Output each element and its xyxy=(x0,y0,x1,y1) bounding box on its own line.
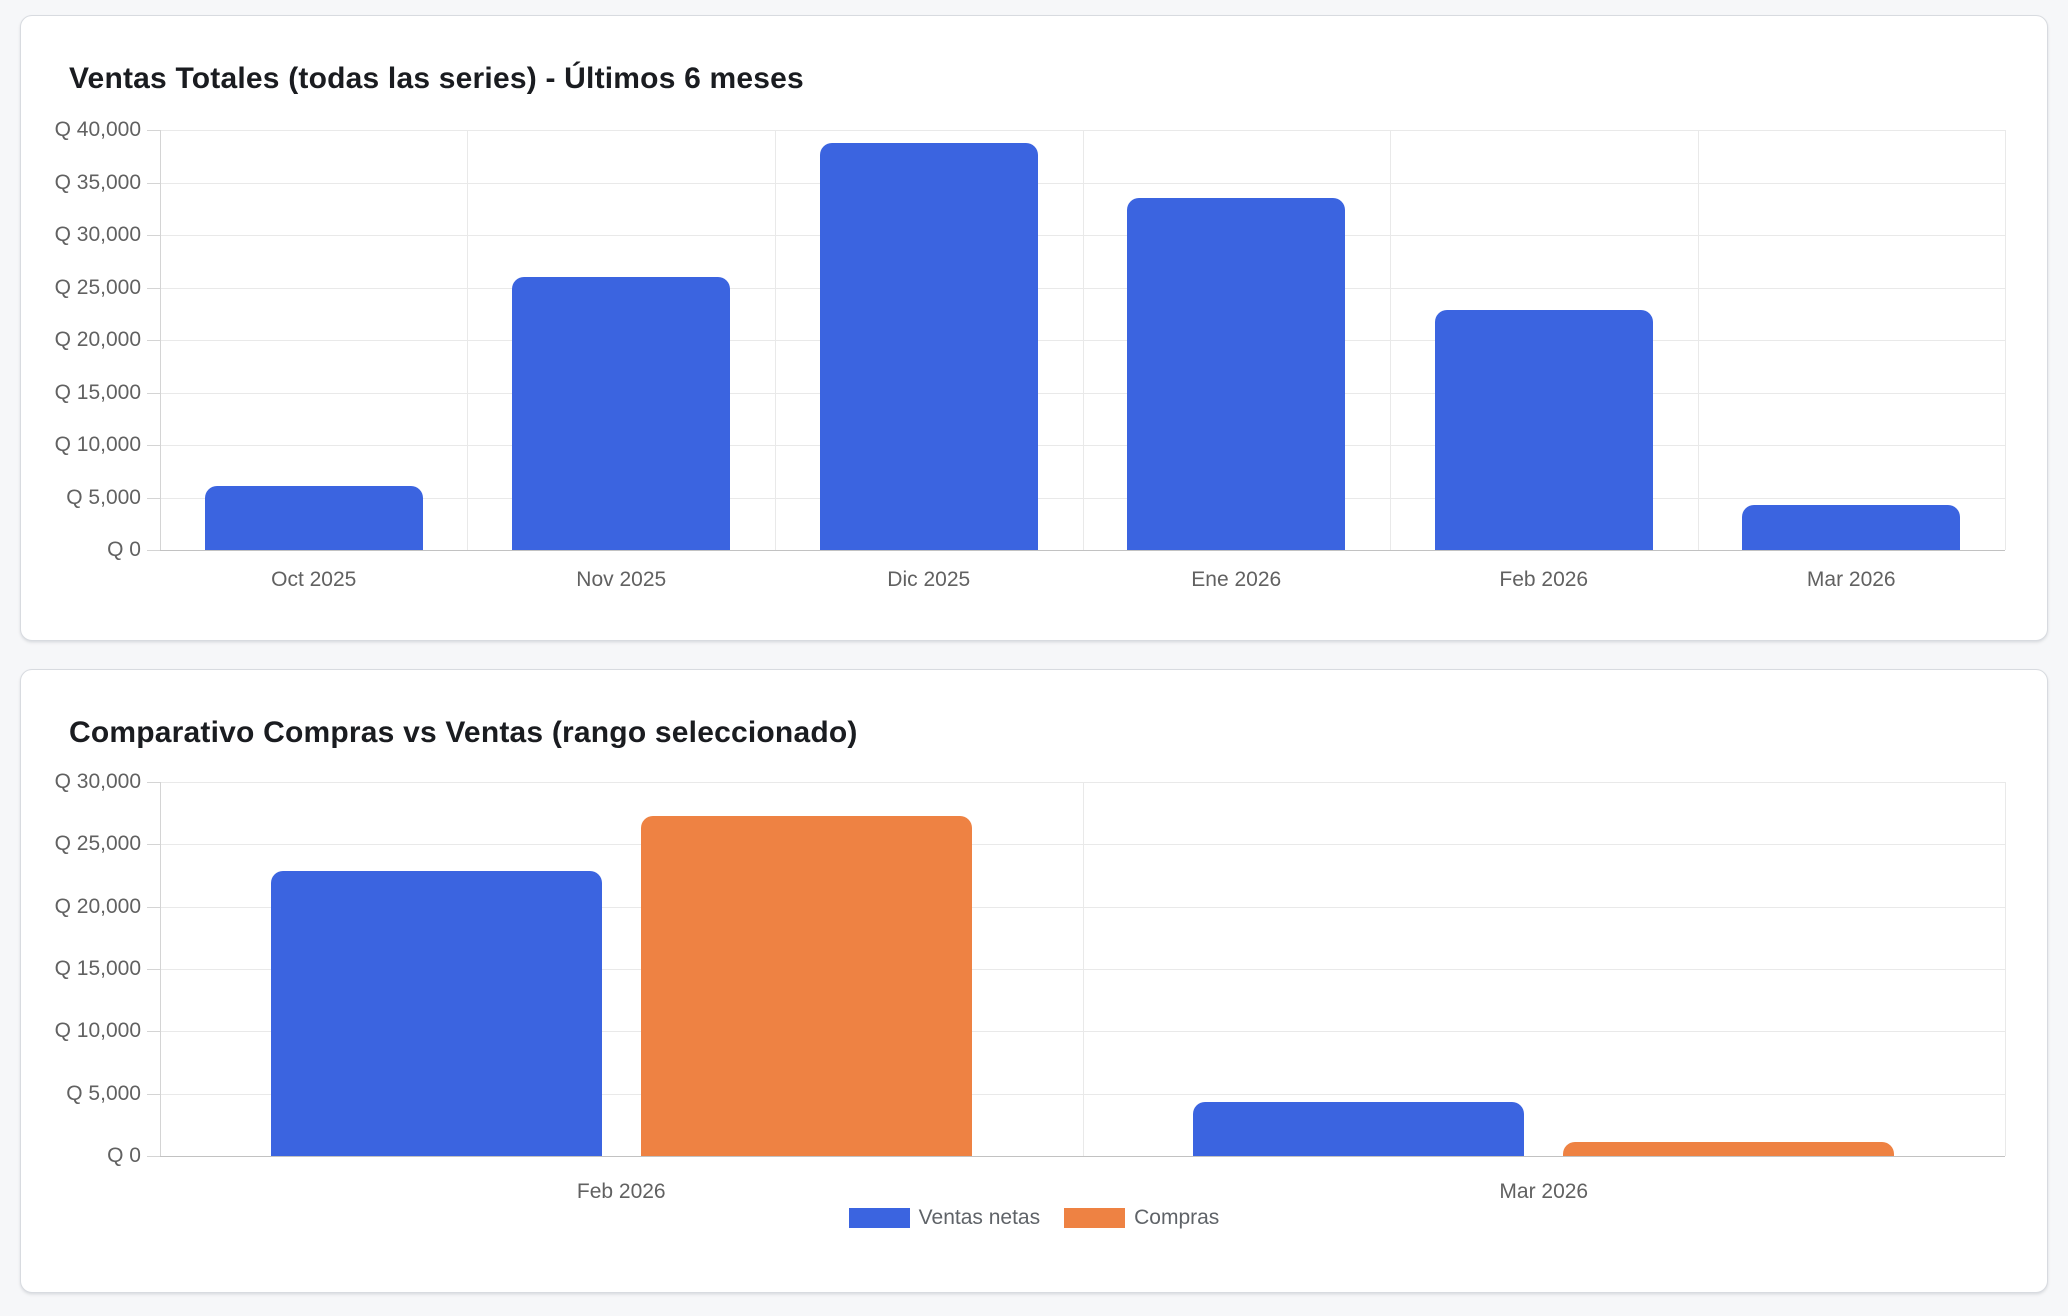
vertical-gridline xyxy=(467,130,469,550)
y-tick-label: Q 15,000 xyxy=(54,957,141,980)
y-tick-label: Q 20,000 xyxy=(54,328,141,351)
y-axis-tickmark xyxy=(147,235,160,236)
y-axis-tickmark xyxy=(147,1093,160,1095)
x-axis-baseline xyxy=(160,1156,2005,1157)
comparativo-x-axis-labels: Feb 2026 Mar 2026 xyxy=(160,1180,2005,1204)
comparativo-plot-area: Q 0 Q 5,000 Q 10,000 Q 15,000 Q 20,000 Q 25,0… xyxy=(55,770,2006,1167)
y-axis-line xyxy=(160,782,161,1156)
y-tick-label: Q 40,000 xyxy=(54,118,141,141)
bar-compras-feb-2026[interactable] xyxy=(640,815,972,1156)
comparativo-card: Comparativo Compras vs Ventas (rango sel… xyxy=(20,669,2048,1293)
y-tick-label: Q 35,000 xyxy=(54,170,141,194)
bar-ventas-netas-nov-2025[interactable] xyxy=(512,277,731,550)
y-axis-tickmark xyxy=(147,969,160,970)
legend-item-ventas-netas[interactable]: Ventas netas xyxy=(848,1206,1041,1230)
bar-ventas-netas-ene-2026[interactable] xyxy=(1127,198,1346,550)
y-tick-label: Q 10,000 xyxy=(54,1019,141,1043)
comparativo-chart-title: Comparativo Compras vs Ventas (rango sel… xyxy=(69,716,858,749)
vertical-gridline xyxy=(1082,130,1084,550)
ventas-totales-plot-area: Q 0 Q 5,000 Q 10,000 Q 15,000 Q 20,000 Q 25,0… xyxy=(55,118,2006,561)
ventas-totales-card: Ventas Totales (todas las series) - Últi… xyxy=(20,15,2048,641)
legend-label-compras: Compras xyxy=(1134,1206,1220,1229)
bar-ventas-netas-feb-2026[interactable] xyxy=(1434,309,1653,550)
y-axis-tickmark xyxy=(147,844,160,846)
y-tick-label: Q 0 xyxy=(107,538,141,561)
vertical-gridline xyxy=(1697,130,1699,550)
vertical-gridline xyxy=(1389,130,1391,550)
bar-ventas-netas-dic-2025[interactable] xyxy=(819,142,1038,550)
x-tick-label-ene-2026: Ene 2026 xyxy=(1191,568,1282,591)
y-axis-tickmark xyxy=(147,287,160,289)
chart-legend: Ventas netas Compras xyxy=(21,1206,2047,1230)
legend-item-compras[interactable]: Compras xyxy=(1064,1206,1219,1230)
x-axis-baseline xyxy=(160,550,2005,551)
y-tick-label: Q 15,000 xyxy=(54,380,141,404)
legend-label-ventas-netas: Ventas netas xyxy=(918,1206,1041,1229)
legend-swatch-compras xyxy=(1064,1208,1126,1228)
y-tick-label: Q 25,000 xyxy=(54,832,141,856)
y-axis-tickmark xyxy=(147,1031,160,1033)
y-axis-tickmark xyxy=(147,497,160,499)
vertical-gridline xyxy=(2005,130,2006,550)
y-tick-label: Q 5,000 xyxy=(66,485,141,509)
y-axis-tickmark xyxy=(147,906,160,908)
x-tick-label-mar-2026: Mar 2026 xyxy=(1806,568,1896,591)
y-tick-label: Q 25,000 xyxy=(54,275,141,299)
y-axis-tickmark xyxy=(147,550,160,551)
y-axis-tickmark xyxy=(147,340,160,341)
y-tick-label: Q 20,000 xyxy=(54,894,141,918)
bar-ventas-netas-feb-2026[interactable] xyxy=(270,870,602,1156)
vertical-gridline xyxy=(1082,782,1084,1156)
y-axis-tickmark xyxy=(147,782,160,783)
y-axis-tickmark xyxy=(147,445,160,446)
y-tick-label: Q 5,000 xyxy=(66,1081,141,1105)
vertical-gridline xyxy=(774,130,776,550)
x-tick-label-mar-2026: Mar 2026 xyxy=(1499,1180,1589,1203)
y-axis-tickmark xyxy=(147,392,160,394)
y-axis-line xyxy=(160,130,161,550)
bar-ventas-netas-mar-2026[interactable] xyxy=(1742,504,1961,550)
x-tick-label-nov-2025: Nov 2025 xyxy=(576,568,667,591)
y-axis-tickmark xyxy=(147,130,160,131)
bar-ventas-netas-oct-2025[interactable] xyxy=(204,485,423,550)
y-tick-label: Q 0 xyxy=(107,1144,141,1167)
x-tick-label-dic-2025: Dic 2025 xyxy=(887,568,971,591)
bar-compras-mar-2026[interactable] xyxy=(1563,1142,1895,1156)
y-tick-label: Q 30,000 xyxy=(54,770,141,793)
y-tick-label: Q 30,000 xyxy=(54,223,141,246)
ventas-totales-chart-title: Ventas Totales (todas las series) - Últi… xyxy=(69,62,804,95)
y-axis-tickmark xyxy=(147,182,160,184)
x-tick-label-oct-2025: Oct 2025 xyxy=(271,568,357,591)
y-tick-label: Q 10,000 xyxy=(54,433,141,456)
vertical-gridline xyxy=(2005,782,2006,1156)
y-axis-tickmark xyxy=(147,1156,160,1157)
bar-ventas-netas-mar-2026[interactable] xyxy=(1193,1102,1525,1156)
x-tick-label-feb-2026: Feb 2026 xyxy=(576,1180,666,1203)
legend-swatch-ventas-netas xyxy=(848,1208,910,1228)
ventas-totales-x-axis-labels: Oct 2025 Nov 2025 Dic 2025 Ene 2026 Feb 2026… xyxy=(160,568,2005,592)
x-tick-label-feb-2026: Feb 2026 xyxy=(1499,568,1589,591)
